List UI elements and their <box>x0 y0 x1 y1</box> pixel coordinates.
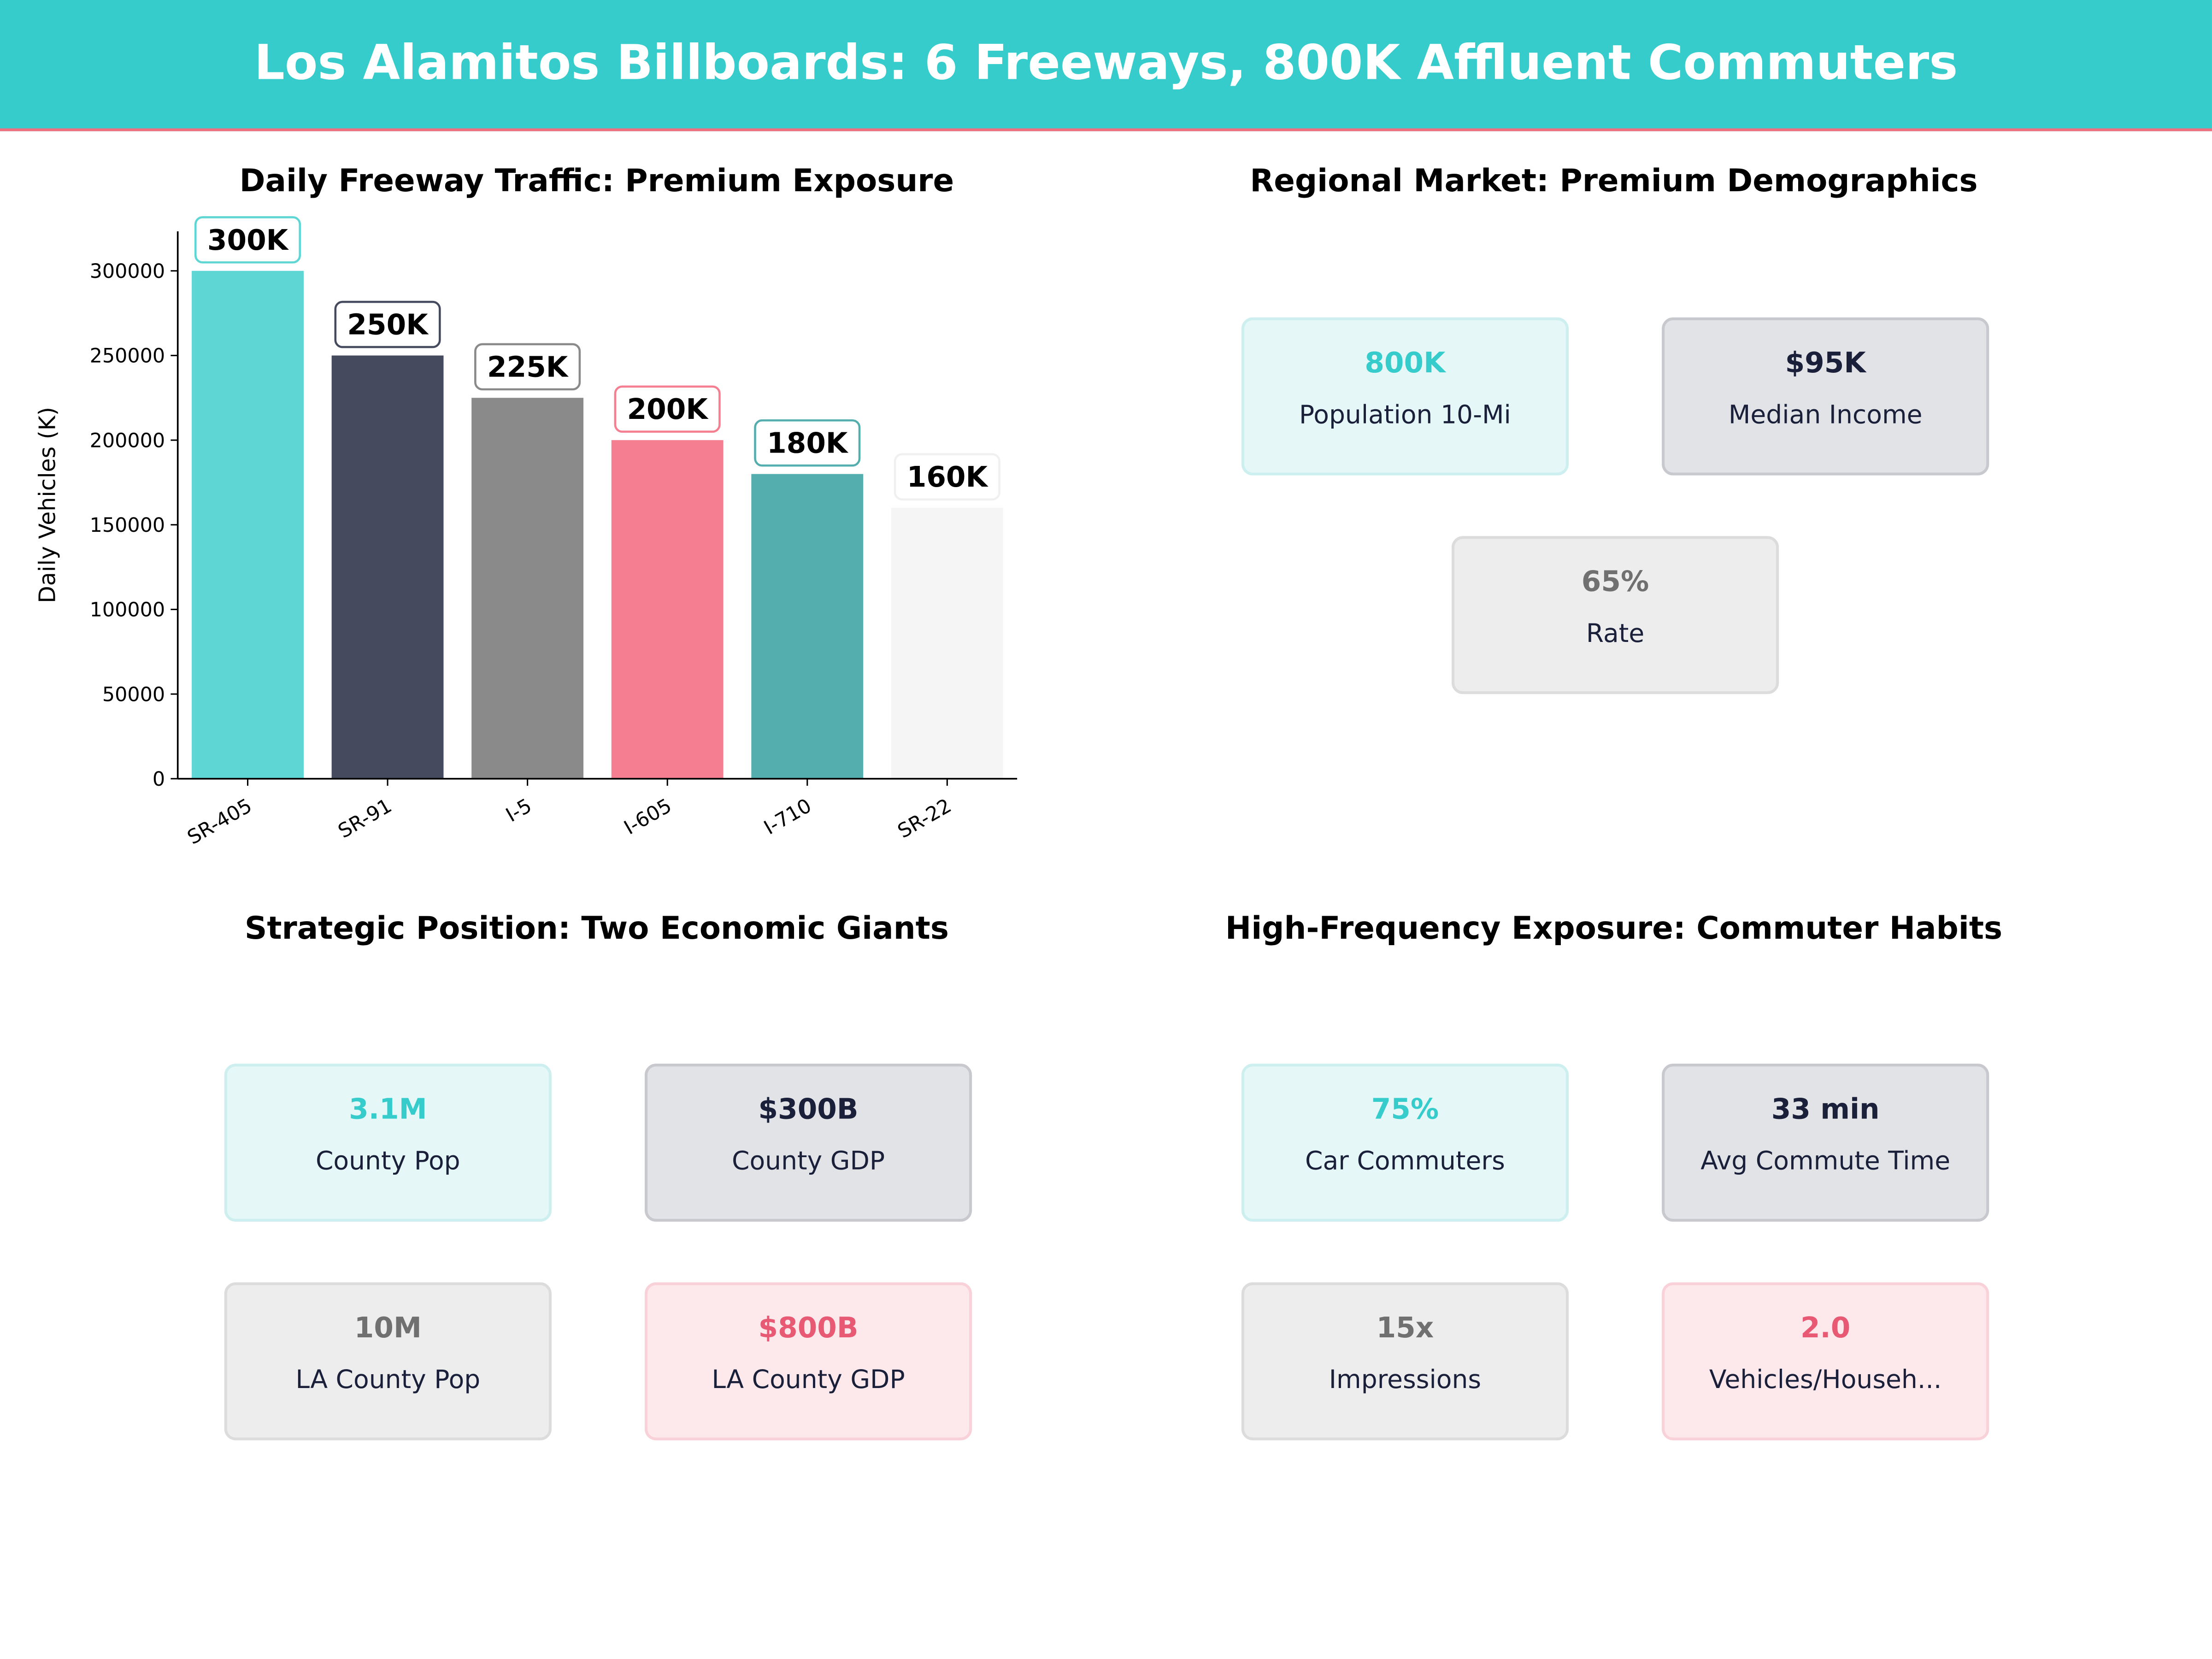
bar-i-5 <box>471 398 584 779</box>
data-label: 300K <box>207 224 289 257</box>
data-label: 200K <box>627 393 709 426</box>
bar-sr-91 <box>331 355 444 779</box>
data-label-box <box>754 419 861 467</box>
x-tick-label: SR-22 <box>894 794 955 843</box>
card-label: Car Commuters <box>1305 1147 1505 1177</box>
data-label: 180K <box>767 427 849 460</box>
card-value: 10M <box>354 1310 422 1345</box>
y-tick-label: 0 <box>153 768 165 791</box>
card-value: 65% <box>1581 564 1649 598</box>
card-county-gdp: $300B County GDP <box>644 1064 972 1222</box>
card-commute-time: 33 min Avg Commute Time <box>1662 1064 1989 1222</box>
card-rate: 65% Rate <box>1451 536 1779 694</box>
y-axis-label: Daily Vehicles (K) <box>34 407 60 603</box>
data-label-box <box>334 300 441 348</box>
card-value: 15x <box>1376 1310 1434 1345</box>
card-impressions: 15x Impressions <box>1241 1282 1569 1441</box>
strategic-title: Strategic Position: Two Economic Giants <box>244 912 949 947</box>
card-label: Impressions <box>1329 1365 1482 1395</box>
card-vehicles-household: 2.0 Vehicles/Househ... <box>1662 1282 1989 1441</box>
card-value: $300B <box>758 1092 859 1126</box>
bar-i-710 <box>751 474 864 779</box>
card-label: Avg Commute Time <box>1700 1147 1951 1177</box>
card-label: Median Income <box>1728 400 1923 430</box>
data-label-box <box>474 343 581 391</box>
y-tick-label: 50000 <box>102 683 165 706</box>
y-tick-label: 300000 <box>90 260 165 283</box>
x-tick-label: SR-405 <box>183 794 256 849</box>
card-label: Rate <box>1586 619 1645 649</box>
card-county-pop: 3.1M County Pop <box>224 1064 552 1222</box>
card-value: 3.1M <box>349 1092 427 1126</box>
habits-title: High-Frequency Exposure: Commuter Habits <box>1225 912 2003 947</box>
bar-sr-22 <box>891 508 1003 779</box>
card-la-county-gdp: $800B LA County GDP <box>644 1282 972 1441</box>
card-median-income: $95K Median Income <box>1662 317 1989 476</box>
card-label: LA County GDP <box>712 1365 905 1395</box>
card-value: $95K <box>1785 345 1866 380</box>
traffic-bar-chart: 300K SR-405 250K SR-91 225K I-5 200K I-605 180K I… <box>34 216 1018 849</box>
card-car-commuters: 75% Car Commuters <box>1241 1064 1569 1222</box>
x-tick-label: I-605 <box>620 794 676 839</box>
data-label-box <box>894 453 1000 500</box>
bar-sr-405 <box>192 271 304 779</box>
data-label-box <box>614 385 721 433</box>
data-label: 250K <box>347 309 429 341</box>
card-value: 800K <box>1365 345 1446 380</box>
card-value: $800B <box>758 1310 859 1345</box>
card-value: 75% <box>1371 1092 1439 1126</box>
data-label: 160K <box>907 461 989 494</box>
x-tick-label: I-710 <box>760 794 815 839</box>
card-label: LA County Pop <box>295 1365 481 1395</box>
card-label: Vehicles/Househ... <box>1709 1365 1942 1395</box>
card-value: 2.0 <box>1800 1310 1851 1345</box>
card-label: County Pop <box>315 1147 460 1177</box>
x-tick-label: I-5 <box>502 794 535 827</box>
regional-title: Regional Market: Premium Demographics <box>1250 164 1978 200</box>
bar-i-605 <box>611 440 724 779</box>
x-tick-label: SR-91 <box>334 794 395 843</box>
y-tick-label: 100000 <box>90 599 165 622</box>
card-label: Population 10-Mi <box>1299 400 1511 430</box>
chart-title: Daily Freeway Traffic: Premium Exposure <box>239 164 954 200</box>
card-value: 33 min <box>1771 1092 1880 1126</box>
data-label: 225K <box>487 351 569 383</box>
y-tick-label: 250000 <box>90 345 165 368</box>
card-la-county-pop: 10M LA County Pop <box>224 1282 552 1441</box>
card-population: 800K Population 10-Mi <box>1241 317 1569 476</box>
y-tick-label: 150000 <box>90 514 165 537</box>
page-title: Los Alamitos Billboards: 6 Freeways, 800… <box>254 35 1958 92</box>
header-banner: Los Alamitos Billboards: 6 Freeways, 800… <box>0 0 2212 131</box>
data-label-box <box>194 216 301 264</box>
card-label: County GDP <box>731 1147 885 1177</box>
y-tick-label: 200000 <box>90 429 165 452</box>
